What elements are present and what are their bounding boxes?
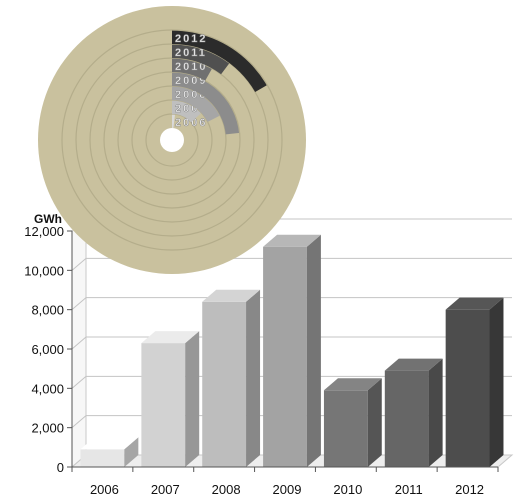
bar-side — [185, 331, 200, 467]
bar-2011 — [384, 358, 443, 467]
bar-top — [263, 234, 321, 247]
radial-ring-label: 2012 — [175, 33, 207, 45]
bar-side — [428, 358, 443, 467]
y-tick-label: 10,000 — [24, 263, 64, 278]
y-tick-label: 0 — [57, 460, 64, 475]
radial-arc-2006 — [172, 114, 176, 129]
bar-front — [384, 370, 429, 467]
radial-ring-label: 2011 — [175, 47, 207, 59]
gridline — [71, 336, 512, 350]
gridline — [71, 375, 512, 389]
bar-side — [367, 378, 382, 467]
radial-ring-label: 2006 — [175, 117, 207, 129]
y-tick-label: 8,000 — [31, 303, 64, 318]
bar-top — [141, 331, 200, 344]
x-tick-label: 2011 — [395, 482, 423, 497]
bar-top — [202, 289, 261, 302]
radial-ring-label: 2009 — [175, 75, 207, 87]
bar-2010 — [323, 378, 382, 467]
gridline — [71, 257, 512, 271]
gridline — [71, 297, 512, 311]
y-tick-label: 12,000 — [24, 224, 64, 239]
bar-top — [323, 378, 382, 391]
bar-2009 — [263, 234, 321, 467]
bar-2006 — [80, 437, 139, 467]
radial-ring-label: 2010 — [175, 61, 207, 73]
bar-front — [263, 246, 307, 467]
x-tick-label: 2006 — [90, 482, 119, 497]
bar-2008 — [202, 289, 261, 467]
y-axis-label: GWh — [34, 212, 62, 226]
bar-side — [306, 234, 321, 467]
x-tick-label: 2012 — [455, 482, 484, 497]
x-tick-label: 2009 — [273, 482, 302, 497]
y-tick-label: 6,000 — [31, 342, 64, 357]
bar-front — [445, 309, 490, 467]
bar-front — [323, 390, 368, 467]
bar-top — [384, 358, 443, 371]
radial-arc-2010 — [172, 58, 213, 81]
bar-front — [80, 449, 125, 467]
x-tick-label: 2010 — [333, 482, 362, 497]
bar-2007 — [141, 331, 200, 467]
y-tick-label: 4,000 — [31, 381, 64, 396]
bar-2012 — [445, 297, 504, 467]
y-tick-label: 2,000 — [31, 421, 64, 436]
bar-front — [202, 301, 247, 467]
x-tick-label: 2007 — [151, 482, 180, 497]
radial-ring-outline — [61, 29, 283, 251]
bar-side — [489, 297, 504, 467]
radial-arc-2007 — [172, 100, 202, 123]
bar-top — [445, 297, 504, 310]
bar-side — [246, 289, 261, 467]
bar-front — [141, 343, 186, 467]
radial-arc-2009 — [172, 72, 240, 135]
bar-side — [124, 437, 139, 467]
radial-arc-2011 — [172, 44, 230, 75]
radial-center-hole — [160, 128, 184, 152]
x-tick-label: 2008 — [212, 482, 241, 497]
bar-top — [80, 437, 139, 450]
radial-arc-2008 — [172, 86, 221, 122]
radial-arc-2012 — [172, 30, 268, 92]
